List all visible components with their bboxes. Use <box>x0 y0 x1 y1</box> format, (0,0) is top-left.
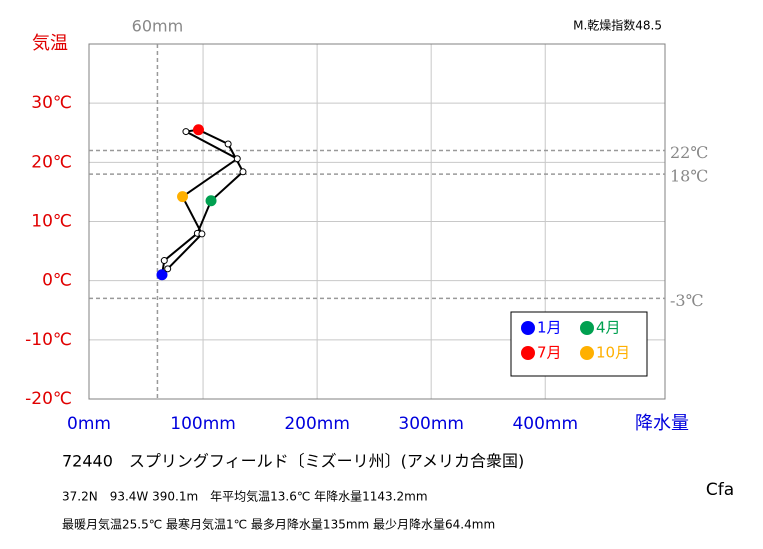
legend-marker <box>580 321 594 335</box>
y-axis-label: 気温 <box>32 33 68 54</box>
legend-label: 10月 <box>596 344 630 362</box>
y-tick-label: 30℃ <box>31 93 72 113</box>
x-axis-label: 降水量 <box>635 413 689 434</box>
index-label: M.乾燥指数48.5 <box>573 18 662 33</box>
legend-marker <box>580 346 594 360</box>
month-point <box>239 168 247 176</box>
month-point <box>233 155 241 163</box>
month-point <box>164 265 172 273</box>
station: 72440 スプリングフィールド〔ミズーリ州〕(アメリカ合衆国) <box>62 452 524 471</box>
x-tick-label: 200mm <box>284 414 350 434</box>
x-tick-label: 0mm <box>67 414 111 434</box>
month-point <box>177 191 189 203</box>
x-tick-label: 400mm <box>512 414 578 434</box>
info-line: 最暖月気温25.5℃ 最寒月気温1℃ 最多月降水量135mm 最少月降水量64.… <box>62 517 495 532</box>
month-point <box>198 230 206 238</box>
legend-label: 7月 <box>537 344 562 362</box>
reference-label: 18℃ <box>670 167 708 186</box>
x-tick-label: 300mm <box>398 414 464 434</box>
climate-line <box>160 128 245 278</box>
legend-marker <box>521 321 535 335</box>
month-point <box>182 128 190 136</box>
legend-label: 4月 <box>596 319 621 337</box>
y-tick-label: -20℃ <box>25 389 72 409</box>
legend <box>510 311 648 377</box>
legend-marker <box>521 346 535 360</box>
info-line: 37.2N 93.4W 390.1m 年平均気温13.6℃ 年降水量1143.2… <box>62 489 428 504</box>
month-point <box>192 124 204 136</box>
y-tick-label: 0℃ <box>42 271 72 291</box>
month-point <box>205 195 217 207</box>
reference-label: 60mm <box>132 17 184 36</box>
legend-label: 1月 <box>537 319 562 337</box>
y-tick-label: 10℃ <box>31 212 72 232</box>
y-tick-label: -10℃ <box>25 330 72 350</box>
x-tick-label: 100mm <box>170 414 236 434</box>
month-point <box>224 140 232 148</box>
y-tick-label: 20℃ <box>31 152 72 172</box>
reference-label: 22℃ <box>670 143 708 162</box>
month-point <box>160 257 168 265</box>
plot-frame <box>88 43 666 400</box>
reference-label: -3℃ <box>670 291 703 310</box>
climate-class: Cfa <box>706 480 734 500</box>
month-point <box>156 269 168 281</box>
